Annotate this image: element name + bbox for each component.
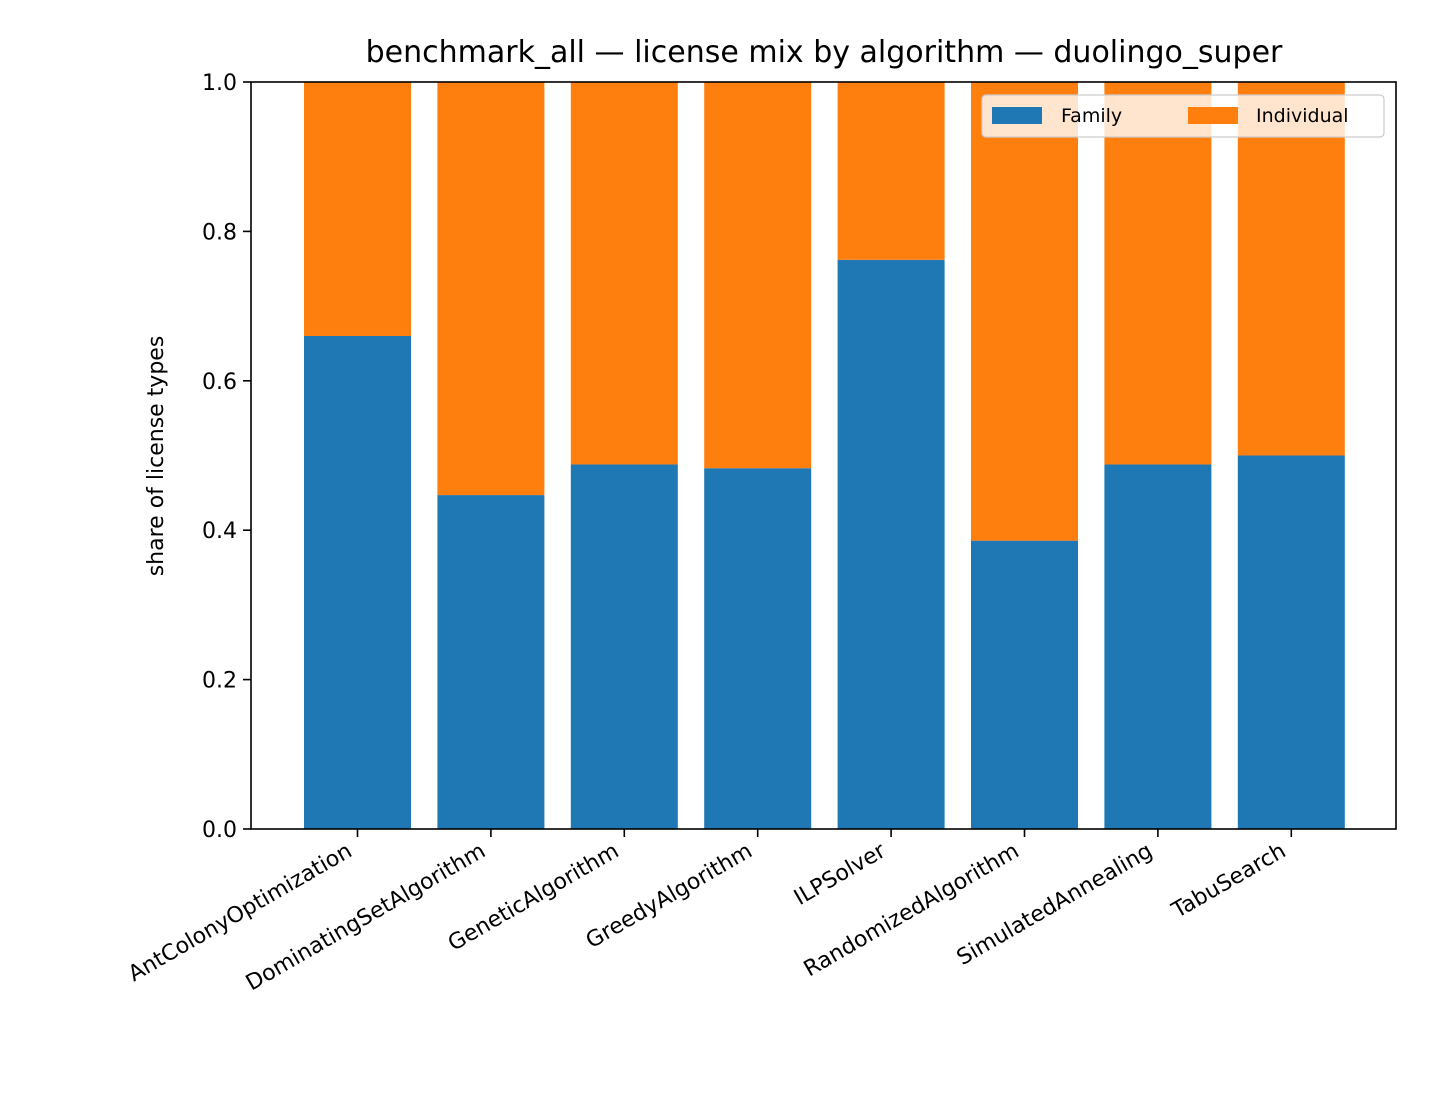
bar-family-1 — [437, 495, 545, 829]
bar-individual-2 — [570, 82, 678, 465]
bar-family-5 — [971, 540, 1078, 829]
bar-individual-1 — [437, 82, 545, 496]
x-tick-label: ILPSolver — [790, 838, 891, 911]
legend-swatch-individual — [1188, 107, 1238, 124]
y-axis: 0.0 0.2 0.4 0.6 0.8 1.0 — [202, 71, 251, 843]
y-tick-label: 0.2 — [202, 669, 237, 694]
legend-label-individual: Individual — [1256, 105, 1349, 127]
bar-family-4 — [837, 259, 945, 829]
plot-frame — [250, 81, 1397, 830]
bar-family-2 — [570, 464, 678, 829]
bar-individual-7 — [1237, 82, 1345, 456]
bar-family-3 — [704, 468, 812, 829]
y-tick-label: 0.4 — [202, 519, 237, 544]
x-tick-label: AntColonyOptimization — [124, 839, 356, 988]
bar-individual-5 — [971, 82, 1078, 541]
bar-individual-0 — [304, 82, 411, 336]
legend-label-family: Family — [1061, 105, 1122, 127]
x-tick-label: DominatingSetAlgorithm — [242, 839, 490, 997]
bar-individual-4 — [837, 82, 945, 260]
x-tick-label: RandomizedAlgorithm — [800, 839, 1024, 983]
x-axis: AntColonyOptimizationDominatingSetAlgori… — [124, 829, 1293, 997]
legend-box — [981, 94, 1385, 138]
bar-individual-3 — [704, 82, 812, 469]
y-tick-label: 1.0 — [202, 71, 237, 96]
bars-layer — [304, 82, 1345, 829]
y-tick-label: 0.8 — [202, 220, 237, 245]
y-axis-label: share of license types — [144, 336, 169, 577]
bar-family-0 — [304, 335, 411, 829]
chart-title: benchmark_all — license mix by algorithm… — [366, 35, 1283, 70]
bar-individual-6 — [1104, 82, 1212, 465]
bar-family-6 — [1104, 464, 1212, 829]
x-tick-label: TabuSearch — [1167, 839, 1290, 925]
legend-swatch-family — [992, 107, 1042, 124]
bar-family-7 — [1237, 455, 1345, 829]
legend: Family Individual — [981, 94, 1385, 138]
y-tick-label: 0.0 — [202, 818, 237, 843]
y-tick-label: 0.6 — [202, 370, 237, 395]
